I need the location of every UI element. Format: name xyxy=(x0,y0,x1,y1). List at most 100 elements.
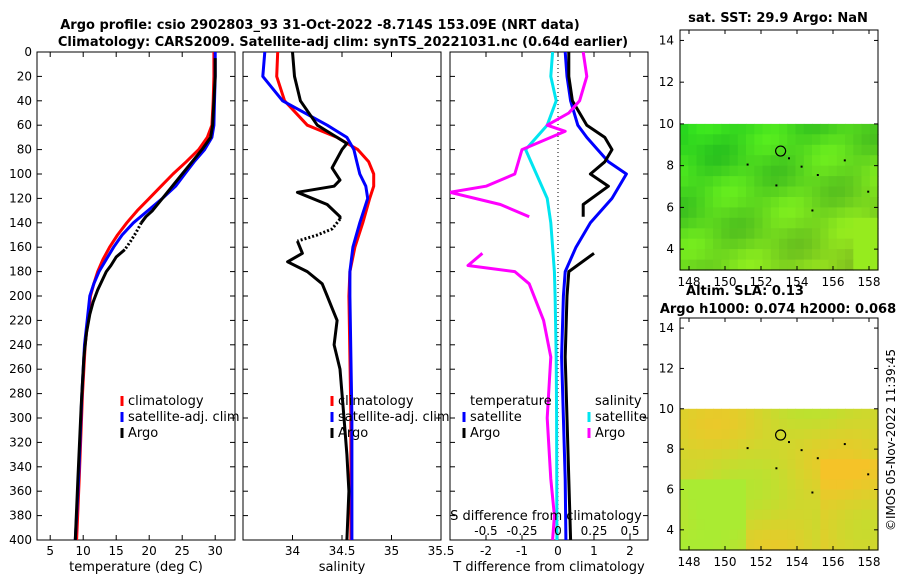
map-cell xyxy=(828,459,838,470)
map-cell xyxy=(754,176,764,188)
map-cell xyxy=(803,489,813,501)
map-cell xyxy=(869,539,879,551)
map-cell xyxy=(836,509,846,521)
map-cell xyxy=(803,134,813,146)
map-cell xyxy=(680,469,689,480)
map-cell xyxy=(696,499,706,511)
sla-map: 148 150 152 154 156 158 4 6 8 10 12 14 xyxy=(659,318,881,569)
y-tick-label: 380 xyxy=(9,509,32,523)
map-cell xyxy=(853,144,863,156)
map-cell xyxy=(779,499,788,511)
map-cell xyxy=(861,197,871,208)
map-cell xyxy=(845,134,854,146)
map-cell xyxy=(696,408,706,420)
map-cell xyxy=(696,155,706,167)
map-cell xyxy=(696,207,706,219)
map-cell xyxy=(861,469,871,480)
map-cell xyxy=(803,144,813,156)
map-cell xyxy=(795,479,805,491)
argo-float-marker xyxy=(775,429,787,441)
map-cell xyxy=(795,238,805,250)
map-cell xyxy=(754,408,764,420)
map-cell xyxy=(853,155,863,167)
map-cell xyxy=(762,469,772,480)
map-cell xyxy=(820,408,830,420)
map-cell xyxy=(770,123,780,135)
map-cell xyxy=(704,207,714,219)
map-cell xyxy=(770,479,780,491)
map-cell xyxy=(853,408,863,420)
map-cell xyxy=(820,197,830,208)
y-tick-label: 8 xyxy=(666,442,674,456)
map-cell xyxy=(762,449,772,460)
map-cell xyxy=(861,459,871,470)
map-cell xyxy=(787,418,797,430)
legend-label-argo: Argo xyxy=(338,426,368,441)
map-cell xyxy=(729,186,739,198)
map-cell xyxy=(820,155,830,167)
map-cell xyxy=(746,217,755,229)
map-cell xyxy=(861,144,871,156)
map-cell xyxy=(812,418,821,430)
map-cell xyxy=(803,469,813,480)
map-cell xyxy=(729,529,739,541)
map-cell xyxy=(746,459,755,470)
map-cell xyxy=(746,186,755,198)
map-cell xyxy=(704,489,714,501)
map-cell xyxy=(770,186,780,198)
map-cell xyxy=(729,207,739,219)
map-cell xyxy=(746,418,755,430)
map-cell xyxy=(803,165,813,177)
map-cell xyxy=(869,509,879,521)
map-cell xyxy=(795,228,805,240)
series-temperature-argo-deep xyxy=(563,252,595,540)
map-cell xyxy=(721,123,731,135)
series-argo xyxy=(291,52,349,220)
x-tick-label: 158 xyxy=(858,555,881,569)
island xyxy=(746,447,749,450)
map-cell xyxy=(680,509,689,521)
map-cell xyxy=(754,259,764,271)
map-cell xyxy=(828,144,838,156)
map-cell xyxy=(704,459,714,470)
map-cell xyxy=(787,429,797,440)
map-cell xyxy=(688,469,698,480)
salinity-legend: climatology satellite-adj. clim Argo xyxy=(330,394,450,441)
map-cell xyxy=(787,249,797,261)
map-cell xyxy=(762,134,772,146)
map-cell xyxy=(812,408,821,420)
map-cell xyxy=(869,228,879,240)
map-cell xyxy=(713,539,722,551)
map-cell xyxy=(704,469,714,480)
map-cell xyxy=(820,228,830,240)
legend-label-climatology: climatology xyxy=(128,394,204,409)
map-cell xyxy=(762,439,772,450)
map-cell xyxy=(680,539,689,551)
map-cell xyxy=(787,155,797,167)
map-cell xyxy=(770,459,780,470)
map-cell xyxy=(746,429,755,440)
map-cell xyxy=(779,519,788,531)
map-cell xyxy=(853,259,863,271)
map-cell xyxy=(795,134,805,146)
map-cell xyxy=(746,249,755,261)
sst-map-title: sat. SST: 29.9 Argo: NaN xyxy=(688,11,868,26)
map-cell xyxy=(779,429,788,440)
map-cell xyxy=(688,186,698,198)
map-cell xyxy=(853,529,863,541)
map-cell xyxy=(713,186,722,198)
map-cell xyxy=(861,449,871,460)
map-cell xyxy=(696,123,706,135)
map-cell xyxy=(696,509,706,521)
map-cell xyxy=(869,489,879,501)
map-cell xyxy=(762,429,772,440)
map-cell xyxy=(812,134,821,146)
map-cell xyxy=(696,134,706,146)
map-cell xyxy=(812,489,821,501)
map-cell xyxy=(820,418,830,430)
legend-label-climatology: climatology xyxy=(338,394,414,409)
map-cell xyxy=(721,259,731,271)
map-cell xyxy=(737,439,747,450)
x-tick-label: 148 xyxy=(678,555,701,569)
